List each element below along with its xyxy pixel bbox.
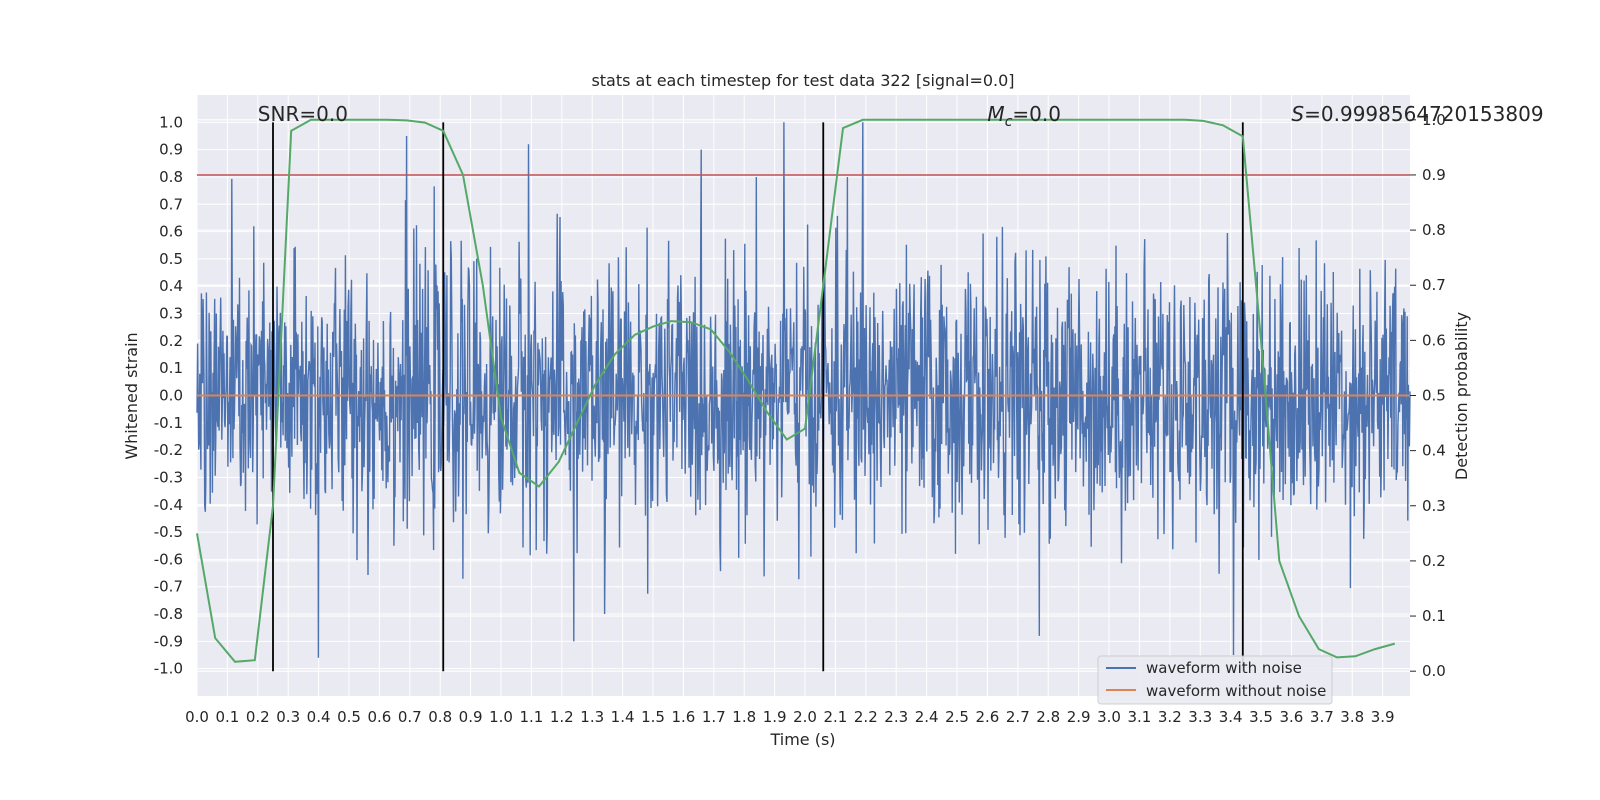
x-tick-label: 1.1: [519, 708, 543, 726]
y-tick-label: -0.8: [154, 605, 183, 623]
y2-tick-label: 0.0: [1422, 662, 1446, 680]
x-tick-label: 1.5: [641, 708, 665, 726]
x-tick-label: 1.0: [489, 708, 513, 726]
annotation-mc: Mc=0.0: [987, 102, 1061, 130]
y-tick-label: -0.9: [154, 632, 183, 650]
y2-tick-label: 0.1: [1422, 607, 1446, 625]
x-tick-label: 2.2: [854, 708, 878, 726]
y-tick-label: 0.4: [159, 277, 183, 295]
x-tick-label: 1.3: [580, 708, 604, 726]
legend-label-noise: waveform with noise: [1146, 659, 1302, 677]
x-tick-label: 3.9: [1371, 708, 1395, 726]
x-tick-label: 3.2: [1158, 708, 1182, 726]
x-tick-label: 0.7: [398, 708, 422, 726]
x-tick-label: 3.8: [1340, 708, 1364, 726]
y2-tick-label: 0.7: [1422, 276, 1446, 294]
axis-ticks: 0.0 0.1 0.2 0.3 0.4 0.5 0.6 0.7 0.8 0.9 1.0 1.1 1.2 1…: [154, 111, 1446, 726]
y-tick-label: -0.4: [154, 496, 183, 514]
x-tick-label: 0.6: [367, 708, 391, 726]
y2-tick-label: 0.4: [1422, 442, 1446, 460]
x-tick-label: 1.9: [763, 708, 787, 726]
x-tick-label: 1.8: [732, 708, 756, 726]
legend-box: [1097, 655, 1333, 705]
x-tick-label: 3.3: [1188, 708, 1212, 726]
chart-title: stats at each timestep for test data 322…: [591, 71, 1014, 90]
y2-tick-label: 0.3: [1422, 497, 1446, 515]
y-tick-label: 0.9: [159, 141, 183, 159]
x-tick-label: 0.2: [246, 708, 270, 726]
x-tick-label: 2.9: [1067, 708, 1091, 726]
y-tick-label: -1.0: [154, 660, 183, 678]
y-tick-label: -0.7: [154, 578, 183, 596]
annotation-s: S=0.9998564720153809: [1291, 102, 1543, 126]
legend-label-clean: waveform without noise: [1146, 682, 1326, 700]
y-tick-label: -0.3: [154, 468, 183, 486]
y-tick-label: 0.6: [159, 223, 183, 241]
x-tick-label: 3.0: [1097, 708, 1121, 726]
x-tick-label: 1.7: [702, 708, 726, 726]
x-tick-label: 2.7: [1006, 708, 1030, 726]
x-tick-label: 2.6: [975, 708, 999, 726]
annotation-snr: SNR=0.0: [258, 102, 348, 126]
x-tick-label: 2.8: [1036, 708, 1060, 726]
y-tick-label: 0.0: [159, 387, 183, 405]
x-tick-label: 1.4: [611, 708, 635, 726]
x-tick-label: 2.5: [945, 708, 969, 726]
y2-axis-label: Detection probability: [1452, 312, 1471, 480]
legend: waveform with noise waveform without noi…: [1097, 655, 1333, 705]
overlay-marks: SNR=0.0 Mc=0.0 S=0.9998564720153809: [196, 102, 1544, 672]
y-tick-label: -0.2: [154, 441, 183, 459]
x-axis-label: Time (s): [769, 730, 835, 749]
y-tick-label: -0.1: [154, 414, 183, 432]
x-tick-label: 3.5: [1249, 708, 1273, 726]
y2-tick-label: 1.0: [1422, 111, 1446, 129]
x-tick-label: 3.6: [1280, 708, 1304, 726]
x-tick-label: 2.4: [915, 708, 939, 726]
y2-tick-label: 0.6: [1422, 331, 1446, 349]
x-tick-label: 0.9: [459, 708, 483, 726]
y-tick-label: -0.6: [154, 550, 183, 568]
x-tick-label: 2.0: [793, 708, 817, 726]
x-tick-label: 0.1: [215, 708, 239, 726]
y-tick-label: 0.2: [159, 332, 183, 350]
noise-series: [196, 122, 1411, 658]
series-waveform-with-noise: [196, 122, 1411, 658]
series-detection-probability: [196, 118, 1396, 663]
y2-tick-label: 0.8: [1422, 221, 1446, 239]
y-tick-label: 0.7: [159, 195, 183, 213]
x-tick-label: 1.6: [671, 708, 695, 726]
x-tick-label: 3.1: [1128, 708, 1152, 726]
y2-tick-label: 0.9: [1422, 166, 1446, 184]
y-tick-label: -0.5: [154, 523, 183, 541]
x-tick-label: 2.3: [884, 708, 908, 726]
x-tick-label: 0.3: [276, 708, 300, 726]
x-tick-label: 0.4: [307, 708, 331, 726]
x-tick-label: 0.8: [428, 708, 452, 726]
y-axis-label: Whitened strain: [122, 332, 141, 459]
x-tick-label: 3.7: [1310, 708, 1334, 726]
y-tick-label: 1.0: [159, 113, 183, 131]
y-tick-label: 0.8: [159, 168, 183, 186]
y-tick-label: 0.3: [159, 305, 183, 323]
y2-tick-label: 0.5: [1422, 387, 1446, 405]
y-tick-label: 0.5: [159, 250, 183, 268]
x-tick-label: 2.1: [823, 708, 847, 726]
y2-tick-label: 0.2: [1422, 552, 1446, 570]
x-tick-label: 3.4: [1219, 708, 1243, 726]
x-tick-label: 0.0: [185, 708, 209, 726]
x-tick-label: 0.5: [337, 708, 361, 726]
y-tick-label: 0.1: [159, 359, 183, 377]
x-tick-label: 1.2: [550, 708, 574, 726]
